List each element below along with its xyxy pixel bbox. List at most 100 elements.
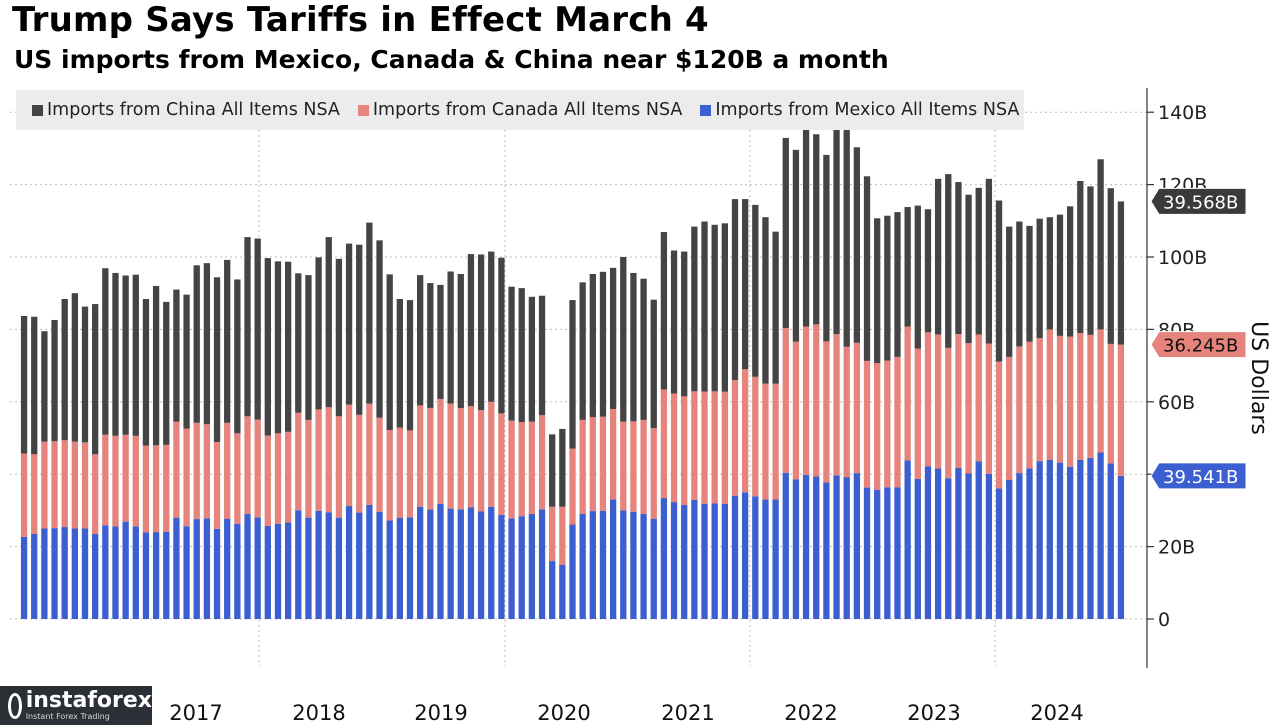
bar-mexico — [203, 518, 211, 619]
bar-canada — [813, 324, 820, 477]
bar-canada — [152, 445, 160, 533]
x-axis-labels: 2017 2018 2019 2020 2021 2022 2023 2024 — [169, 701, 1083, 725]
bar-canada — [1066, 336, 1074, 467]
bar-mexico — [894, 487, 901, 619]
bar-canada — [1097, 329, 1104, 453]
bar-china — [20, 316, 28, 454]
bar-canada — [518, 422, 525, 517]
bar-mexico — [863, 487, 871, 619]
bar-mexico — [488, 506, 495, 619]
bar-mexico — [61, 527, 68, 619]
legend-label-china: Imports from China All Items NSA — [47, 100, 340, 120]
bar-canada — [142, 445, 150, 533]
last-value-tag-canada — [1150, 331, 1247, 359]
bar-mexico — [386, 520, 393, 619]
x-tick-label: 2019 — [414, 701, 467, 725]
bar-china — [81, 306, 89, 443]
bar-canada — [81, 442, 89, 529]
bar-mexico — [31, 533, 38, 619]
bar-canada — [325, 407, 332, 513]
bar-china — [284, 261, 292, 432]
bar-china — [457, 274, 464, 408]
bar-mexico — [1036, 461, 1043, 619]
bar-china — [447, 271, 454, 404]
bar-canada — [315, 409, 322, 511]
bar-canada — [609, 409, 617, 500]
bar-china — [924, 209, 932, 333]
bar-canada — [427, 407, 434, 510]
y-tick-label: 20B — [1158, 537, 1195, 559]
bar-canada — [955, 334, 962, 469]
bar-mexico — [508, 518, 515, 619]
bar-mexico — [792, 479, 800, 619]
bar-china — [1066, 206, 1074, 337]
bar-canada — [203, 424, 211, 519]
bar-china — [559, 428, 566, 507]
bar-canada — [305, 419, 312, 518]
bar-canada — [417, 405, 424, 507]
bar-china — [721, 223, 728, 392]
bar-mexico — [102, 525, 109, 619]
bar-china — [731, 199, 739, 381]
bar-canada — [274, 433, 282, 524]
bar-mexico — [1016, 473, 1023, 619]
bar-china — [843, 129, 850, 347]
bar-mexico — [132, 526, 139, 619]
bar-canada — [488, 401, 495, 507]
bar-canada — [345, 404, 353, 507]
bar-china — [823, 154, 830, 342]
legend-label-mexico: Imports from Mexico All Items NSA — [715, 100, 1020, 120]
bar-canada — [508, 420, 515, 519]
bar-china — [224, 259, 231, 423]
bar-canada — [1016, 346, 1023, 474]
bar-china — [41, 331, 48, 442]
bar-mexico — [213, 528, 221, 619]
bar-canada — [599, 416, 607, 511]
bar-china — [1077, 180, 1084, 334]
bar-china — [315, 257, 322, 410]
bar-mexico — [945, 478, 952, 619]
bar-china — [650, 299, 657, 429]
bar-mexico — [92, 533, 99, 619]
bar-china — [833, 120, 840, 335]
x-tick-label: 2021 — [661, 701, 714, 725]
bar-mexico — [295, 510, 302, 619]
bar-china — [538, 295, 546, 416]
bar-china — [782, 137, 789, 328]
bar-mexico — [1066, 466, 1074, 619]
bar-china — [264, 258, 271, 436]
bar-canada — [1006, 356, 1013, 480]
bar-canada — [833, 334, 840, 476]
bar-canada — [295, 412, 302, 511]
bar-mexico — [762, 499, 769, 619]
bar-mexico — [498, 514, 505, 619]
bar-china — [173, 289, 180, 422]
bar-canada — [853, 342, 861, 474]
bar-china — [477, 254, 485, 411]
bar-mexico — [802, 474, 810, 619]
legend-swatch-china — [32, 104, 43, 116]
legend: Imports from China All Items NSA Imports… — [16, 90, 1024, 130]
bar-canada — [122, 434, 129, 522]
bar-mexico — [813, 476, 820, 619]
bar-mexico — [437, 503, 444, 619]
bar-canada — [620, 421, 627, 511]
bar-china — [762, 217, 769, 384]
y-tick-label: 140B — [1158, 102, 1207, 124]
bar-china — [955, 182, 962, 335]
bar-canada — [965, 343, 972, 474]
bar-mexico — [112, 526, 119, 619]
bar-canada — [224, 422, 231, 519]
bar-mexico — [1006, 479, 1013, 619]
bar-china — [742, 199, 749, 370]
bar-mexico — [447, 508, 454, 619]
bar-mexico — [874, 489, 881, 619]
bar-mexico — [254, 517, 261, 619]
bar-canada — [1087, 334, 1094, 458]
bar-canada — [163, 444, 170, 532]
bar-canada — [61, 440, 68, 528]
bar-china — [569, 300, 576, 449]
bar-canada — [528, 421, 536, 515]
x-tick-label: 2023 — [907, 701, 960, 725]
bar-canada — [1056, 335, 1064, 463]
